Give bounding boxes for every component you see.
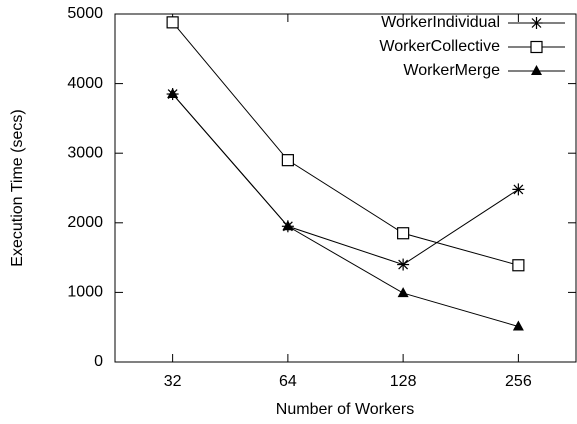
marker-shape: [512, 259, 525, 272]
series-line: [172, 93, 519, 266]
data-point: [281, 154, 294, 167]
data-point: [397, 287, 409, 298]
x-tick-label: 32: [164, 373, 182, 390]
legend-marker: [531, 65, 542, 75]
marker-shape: [397, 287, 409, 298]
data-point: [512, 320, 524, 331]
legend-marker: [530, 40, 543, 54]
marker-shape: [530, 40, 543, 54]
y-axis-label: Execution Time (secs): [9, 109, 26, 266]
x-tick-label: 256: [505, 373, 532, 390]
y-tick-label: 4000: [67, 75, 103, 92]
data-point: [397, 227, 410, 240]
marker-shape: [167, 88, 179, 99]
data-point: [282, 220, 294, 231]
marker-stroke: [398, 259, 409, 270]
y-tick-label: 3000: [67, 144, 103, 161]
y-tick-label: 0: [94, 353, 103, 370]
legend-marker: [530, 17, 543, 29]
marker-shape: [397, 227, 410, 240]
y-tick-label: 1000: [67, 284, 103, 301]
legend-label: WorkerCollective: [379, 38, 500, 55]
marker-stroke: [531, 18, 542, 28]
y-tick-label: 2000: [67, 214, 103, 231]
data-point: [512, 259, 525, 272]
data-point: [167, 88, 179, 99]
legend-label: WorkerIndividual: [381, 14, 500, 31]
x-axis-label: Number of Workers: [276, 401, 414, 418]
marker-shape: [531, 65, 542, 75]
marker-stroke: [513, 184, 524, 195]
marker-shape: [282, 220, 294, 231]
marker-shape: [281, 154, 294, 167]
x-tick-label: 128: [390, 373, 417, 390]
y-tick-label: 5000: [67, 5, 103, 22]
data-point: [166, 16, 179, 29]
x-tick-label: 64: [279, 373, 297, 390]
data-point: [512, 183, 525, 196]
marker-shape: [512, 320, 524, 331]
plot-frame: [114, 13, 577, 363]
data-point: [397, 258, 410, 271]
series-line: [172, 93, 519, 327]
legend-label: WorkerMerge: [403, 62, 500, 79]
series-line: [172, 22, 519, 266]
marker-shape: [166, 16, 179, 29]
